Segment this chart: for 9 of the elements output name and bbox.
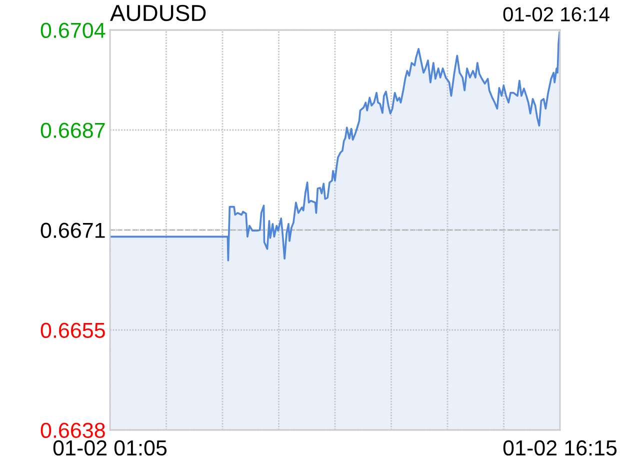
chart-subtitle: 01-02 16:14 xyxy=(503,7,610,22)
x-tick-label: 01-02 16:15 xyxy=(503,440,617,456)
y-tick-label: 0.6704 xyxy=(40,22,106,38)
y-tick-label: 0.6655 xyxy=(40,322,105,338)
y-tick-label: 0.6687 xyxy=(40,122,105,138)
x-tick-label: 01-02 01:05 xyxy=(53,440,167,456)
y-tick-label: 0.6638 xyxy=(40,422,105,438)
chart-title: AUDUSD xyxy=(110,4,206,22)
y-tick-label: 0.6671 xyxy=(40,222,105,238)
